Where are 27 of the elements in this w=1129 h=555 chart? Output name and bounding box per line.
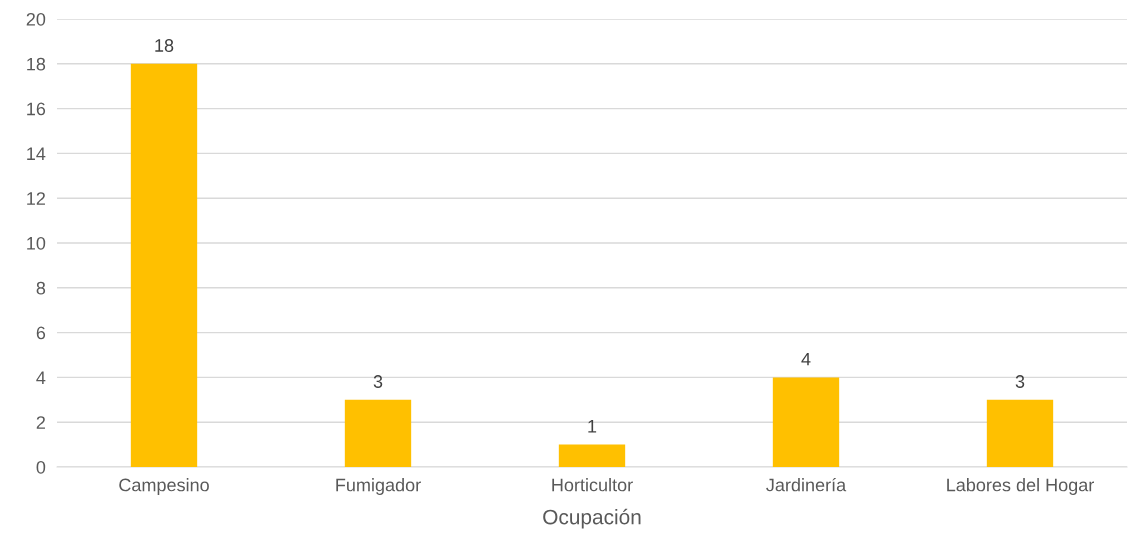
x-tick-label: Horticultor	[552, 478, 633, 492]
y-tick-label: 2	[36, 416, 45, 429]
y-tick-label: 12	[27, 192, 45, 205]
y-tick-label: 0	[36, 460, 46, 474]
x-axis-title: Ocupación	[543, 508, 641, 529]
x-tick-label: Labores del Hogar	[947, 478, 1094, 495]
y-tick-label: 6	[36, 326, 46, 340]
y-tick-label: 10	[27, 236, 46, 250]
data-label: 18	[155, 39, 174, 52]
bar	[772, 377, 840, 467]
data-label: 3	[1015, 375, 1025, 388]
data-label: 3	[373, 375, 383, 388]
bar	[130, 63, 198, 467]
bar	[344, 399, 412, 467]
y-tick-label: 16	[27, 102, 46, 116]
bar	[986, 399, 1054, 467]
data-label: 1	[588, 420, 597, 433]
y-tick-label: 18	[27, 57, 46, 71]
x-tick-label: Jardinería	[766, 477, 847, 492]
x-tick-label: Campesino	[119, 478, 209, 495]
y-tick-label: 4	[36, 371, 46, 384]
x-tick-label: Fumigador	[336, 478, 421, 495]
y-tick-label: 8	[36, 281, 46, 295]
y-tick-label: 20	[26, 12, 46, 26]
y-tick-label: 14	[27, 147, 46, 160]
data-label: 4	[801, 352, 811, 366]
bar	[558, 444, 626, 467]
